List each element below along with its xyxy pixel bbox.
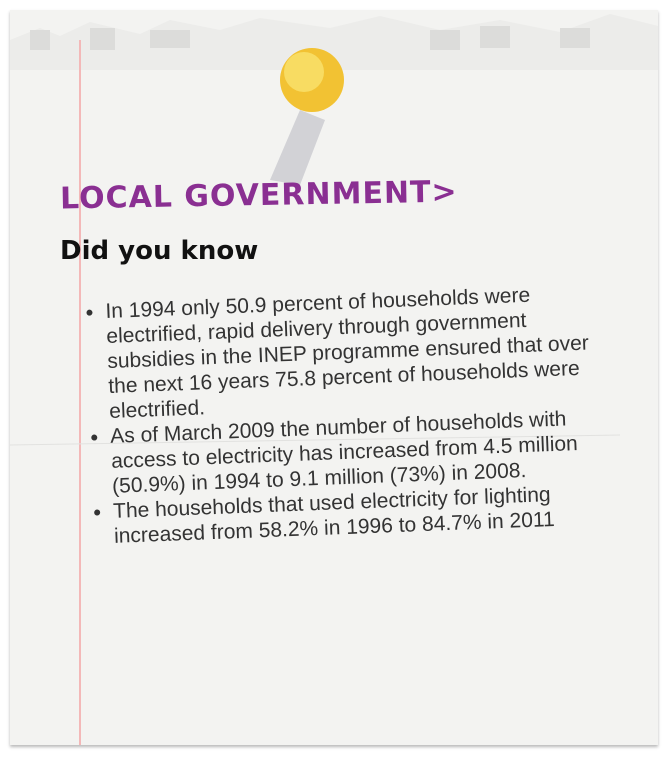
- pushpin-highlight: [284, 52, 324, 92]
- page: LOCAL GOVERNMENT> Did you know In 1994 o…: [0, 0, 666, 761]
- pin-shadow: [270, 110, 325, 185]
- fact-item: In 1994 only 50.9 percent of households …: [105, 280, 599, 424]
- fact-list: In 1994 only 50.9 percent of households …: [80, 280, 604, 550]
- subtitle: Did you know: [60, 236, 258, 266]
- title: LOCAL GOVERNMENT>: [60, 175, 458, 217]
